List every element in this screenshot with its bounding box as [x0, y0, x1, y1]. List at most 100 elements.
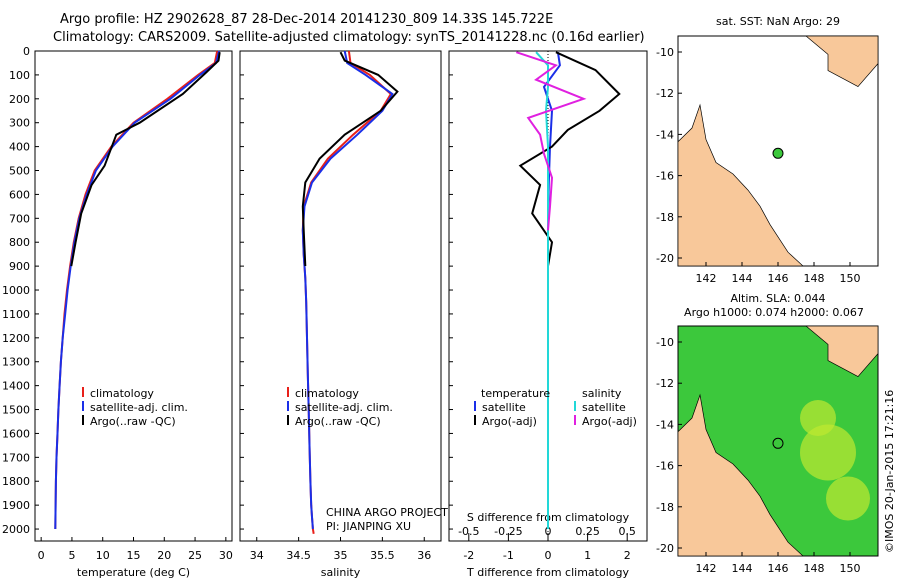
x-tick-label: 34: [250, 549, 264, 562]
map-title: sat. SST: NaN Argo: 29: [716, 15, 840, 28]
x-tick-label: 150: [840, 562, 861, 575]
temperature-panel: 0100200300400500600700800900100011001200…: [2, 45, 233, 579]
x-tick-label: 144: [732, 272, 753, 285]
y-tick-label: 600: [9, 188, 30, 201]
y-tick-label: 1300: [2, 356, 30, 369]
x-tick-label: 142: [696, 272, 717, 285]
chart-title-line1: Argo profile: HZ 2902628_87 28-Dec-2014 …: [60, 12, 554, 27]
y-tick-label: 1800: [2, 475, 30, 488]
y-tick-label: -12: [656, 377, 674, 390]
sst-map-panel: 142 144 146 148 150 -10 -12 -14 -16 -18 -20 sat. SS…: [656, 15, 879, 285]
series-climatology: [301, 50, 393, 534]
y-tick-label: 1500: [2, 404, 30, 417]
y-tick-label: -18: [656, 501, 674, 514]
x-tick-label: 142: [696, 562, 717, 575]
differences-panel: -2 -1 0 1 2 T difference from climatology -0.5…: [448, 50, 648, 579]
x-tick-label: 35: [334, 549, 348, 562]
sla-high: [826, 476, 870, 521]
x-tick2-label: 0.25: [575, 525, 600, 538]
legend-item: satellite: [482, 401, 526, 414]
x-tick2-label: 0.5: [618, 525, 636, 538]
x-tick-label: 0: [38, 549, 45, 562]
legend-item: satellite-adj. clim.: [90, 401, 188, 414]
y-tick-label: -18: [656, 211, 674, 224]
y-tick-label: 1200: [2, 332, 30, 345]
y-tick-label: -20: [656, 542, 674, 555]
x-tick-label: 146: [768, 562, 789, 575]
y-tick-label: 1100: [2, 308, 30, 321]
chart-title-line2: Climatology: CARS2009. Satellite-adjuste…: [53, 30, 645, 45]
x-tick2-label: -0.25: [494, 525, 522, 538]
x-tick-label: 25: [188, 549, 202, 562]
y-tick-label: -10: [656, 336, 674, 349]
y-tick-label: 500: [9, 165, 30, 178]
series-argo-adj-: [515, 51, 587, 231]
legend-item: salinity: [582, 387, 622, 400]
x-tick-label: 2: [624, 549, 631, 562]
y-tick-label: 800: [9, 236, 30, 249]
x-tick-label: 10: [96, 549, 110, 562]
y-tick-label: 1700: [2, 451, 30, 464]
x-axis-label: salinity: [321, 566, 361, 579]
x-tick-label: 150: [840, 272, 861, 285]
argo-location: [772, 437, 784, 449]
series-argo-raw-qc-: [301, 51, 399, 267]
x-tick-label: 15: [127, 549, 141, 562]
land-mass: [677, 103, 804, 267]
y-tick-label: -14: [656, 128, 674, 141]
y-tick-label: -14: [656, 418, 674, 431]
salinity-frame: [239, 50, 442, 542]
x-tick-label: 20: [157, 549, 171, 562]
pi-label: PI: JIANPING XU: [326, 520, 411, 533]
land-mass-north: [805, 35, 879, 88]
y-tick-label: 1000: [2, 284, 30, 297]
x-tick-label: 36: [417, 549, 431, 562]
y-tick-label: 700: [9, 212, 30, 225]
land-mass: [677, 393, 804, 557]
series-argo-raw-qc-: [70, 52, 221, 267]
x-tick-label: 34.5: [286, 549, 311, 562]
x-tick-label: -2: [463, 549, 474, 562]
y-tick-label: 300: [9, 117, 30, 130]
land-mass-north: [805, 325, 879, 378]
y-tick-label: 1900: [2, 499, 30, 512]
legend-item: Argo(-adj): [582, 415, 637, 428]
x-tick-label: 5: [68, 549, 75, 562]
y-tick-label: 2000: [2, 523, 30, 536]
y-tick-label: 900: [9, 260, 30, 273]
salinity-panel: 34 34.5 35 35.5 36 salinity climatologysatelli…: [239, 50, 442, 579]
series-argo-adj-: [518, 51, 621, 271]
y-tick-label: -20: [656, 252, 674, 265]
sla-map-panel: 142 144 146 148 150 -10 -12 -14 -16 -18 -20 Altim. …: [656, 292, 879, 575]
map-title: Altim. SLA: 0.044: [730, 292, 825, 305]
x-tick2-label: -0.5: [458, 525, 479, 538]
project-label: CHINA ARGO PROJECT: [326, 506, 448, 519]
y-tick-label: 100: [9, 69, 30, 82]
legend-item: Argo(..raw -QC): [295, 415, 381, 428]
y-tick-label: 200: [9, 93, 30, 106]
y-tick-label: 400: [9, 141, 30, 154]
legend-item: Argo(-adj): [482, 415, 537, 428]
sla-high: [800, 424, 856, 481]
legend-item: satellite-adj. clim.: [295, 401, 393, 414]
legend-item: Argo(..raw -QC): [90, 415, 176, 428]
series-satellite: [535, 51, 549, 529]
x-tick-label: 35.5: [370, 549, 395, 562]
y-tick-label: -16: [656, 460, 674, 473]
legend-item: climatology: [295, 387, 359, 400]
x-tick-label: 148: [804, 562, 825, 575]
y-tick-label: 0: [23, 45, 30, 58]
x-axis-label: T difference from climatology: [466, 566, 629, 579]
sla-high: [800, 400, 836, 436]
legend-item: climatology: [90, 387, 154, 400]
x-tick-label: 148: [804, 272, 825, 285]
legend-item: satellite: [582, 401, 626, 414]
argo-location: [772, 147, 784, 159]
x-tick-label: 146: [768, 272, 789, 285]
y-tick-label: -10: [656, 46, 674, 59]
y-tick-label: 1600: [2, 427, 30, 440]
x-tick-label: 1: [584, 549, 591, 562]
legend-item: temperature: [481, 387, 550, 400]
x-tick-label: 30: [219, 549, 233, 562]
